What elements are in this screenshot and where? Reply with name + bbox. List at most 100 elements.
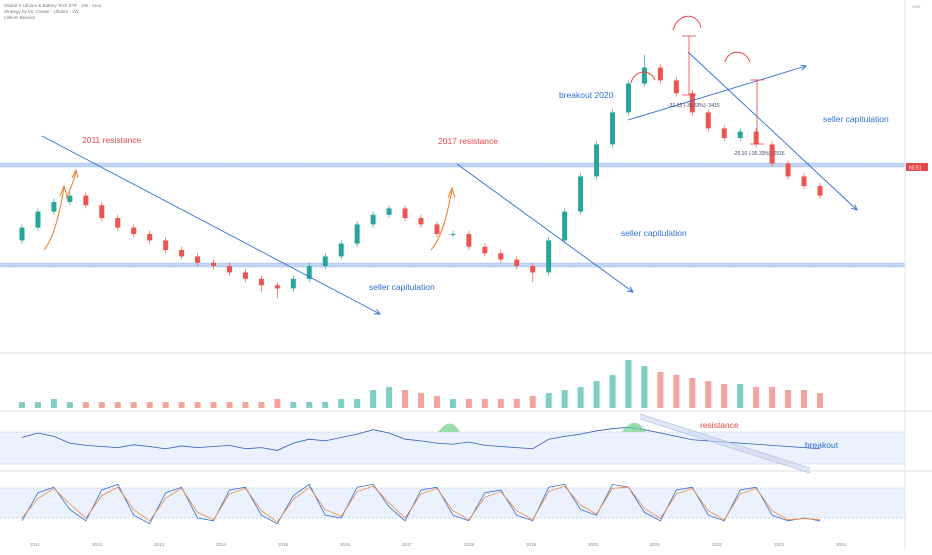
rsi-line xyxy=(21,427,821,451)
x-tick-label: 2012 xyxy=(92,542,103,547)
volume-bar xyxy=(258,402,265,408)
ann-rsi-breakout: breakout xyxy=(805,440,839,450)
header-line3: Lithium Bearish xyxy=(4,15,36,20)
candle-body xyxy=(163,240,169,250)
x-tick-label: 2014 xyxy=(216,542,227,547)
trendline-2022 xyxy=(687,51,857,210)
rsi-band xyxy=(0,432,905,464)
candle-body xyxy=(131,227,137,234)
x-tick-label: 2016 xyxy=(340,542,351,547)
ann-seller-cap-2: seller capitulation xyxy=(621,228,687,238)
candle-body xyxy=(546,240,552,273)
volume-bar xyxy=(114,402,121,408)
candle-body xyxy=(466,234,472,247)
volume-bar xyxy=(673,375,680,408)
volume-bar xyxy=(641,366,648,408)
rsi-channel-fill xyxy=(640,414,810,473)
price-tag: 60.51 xyxy=(909,166,922,172)
trendline-2017 xyxy=(456,163,633,292)
x-tick-label: 2018 xyxy=(464,542,475,547)
volume-bar xyxy=(481,399,488,408)
volume-bar xyxy=(146,402,153,408)
ann-rsi-resistance: resistance xyxy=(700,420,739,430)
header-line1: Global X Lithium & Battery Tech ETF · 1W… xyxy=(4,3,101,8)
volume-bar xyxy=(130,402,137,408)
candle-body xyxy=(67,195,73,202)
candle-body xyxy=(211,262,217,266)
volume-bar xyxy=(529,396,536,408)
stoch-d-line xyxy=(21,485,821,523)
candle-body xyxy=(338,243,344,257)
support-band xyxy=(0,263,905,267)
candle-body xyxy=(514,259,520,266)
volume-bar xyxy=(577,387,584,408)
volume-bar xyxy=(817,393,823,408)
trendline-breakout xyxy=(627,66,806,121)
volume-bar xyxy=(433,396,440,408)
ann-2011-resistance: 2011 resistance xyxy=(82,135,142,145)
x-tick-label: 2015 xyxy=(278,542,289,547)
ann-measure-1: -31.13 (-35.33%) -3415 xyxy=(668,103,720,109)
volume-bar xyxy=(513,399,520,408)
volume-bar xyxy=(497,399,504,408)
volume-bar xyxy=(178,402,185,408)
rsi-lines xyxy=(21,427,821,451)
candle-body xyxy=(147,234,153,241)
candle-body xyxy=(705,112,711,129)
volume-bar xyxy=(242,402,249,408)
candle-body xyxy=(594,144,600,177)
volume-bar xyxy=(82,402,89,408)
candle-body xyxy=(51,202,57,212)
orange-arrow-2011 xyxy=(43,187,65,251)
volume-bar xyxy=(785,390,792,408)
volume-bar xyxy=(322,402,329,408)
candle-body xyxy=(306,266,312,279)
x-tick-label: 2019 xyxy=(526,542,537,547)
volume-bar xyxy=(657,372,664,408)
candle-body xyxy=(242,272,248,279)
candle-body xyxy=(418,218,424,225)
candle-body xyxy=(258,278,264,286)
candle-body xyxy=(99,205,105,218)
candle-body xyxy=(450,234,456,235)
candle-body xyxy=(83,195,89,206)
volume-bar xyxy=(210,402,217,408)
candle-body xyxy=(370,214,376,225)
candle-body xyxy=(115,218,121,228)
volume-bar xyxy=(609,375,616,408)
orange-arrow-2011b-tip xyxy=(71,168,79,179)
volume-bar xyxy=(402,390,409,408)
candle-body xyxy=(578,176,584,212)
x-tick-label: 2013 xyxy=(154,542,165,547)
x-axis-labels: 2011 2012 2013 2014 2015 2016 2017 2018 2019 2020… xyxy=(30,542,847,547)
volume-bar xyxy=(50,399,57,408)
orange-arrow-2011-tip xyxy=(59,184,68,197)
candle-body xyxy=(322,256,328,266)
resistance-band xyxy=(0,163,905,167)
ann-measure-2: -25.16 (-35.33%) -2516 xyxy=(733,151,785,157)
candle-body xyxy=(769,144,775,164)
volume-bar xyxy=(418,393,424,408)
volume-bar xyxy=(338,399,345,408)
volume-bar xyxy=(753,387,760,408)
candle-body xyxy=(753,131,759,145)
candle-body xyxy=(498,253,504,260)
hs-right-shoulder xyxy=(724,51,751,63)
volume-bar xyxy=(625,360,632,408)
candle-body xyxy=(386,208,392,215)
hs-head xyxy=(672,15,702,31)
x-tick-label: 2011 xyxy=(30,542,40,547)
volume-bar xyxy=(593,381,600,408)
candle-body xyxy=(530,266,536,273)
candle-body xyxy=(290,278,296,289)
candle-body xyxy=(657,67,663,81)
volume-bar xyxy=(274,399,281,408)
candle-body xyxy=(195,256,201,263)
trendline-2011 xyxy=(41,135,380,314)
volume-bar xyxy=(66,402,73,408)
ann-breakout-2020: breakout 2020 xyxy=(559,90,614,100)
volume-bar xyxy=(801,390,808,408)
volume-bar xyxy=(386,387,393,408)
candle-body xyxy=(801,176,807,186)
